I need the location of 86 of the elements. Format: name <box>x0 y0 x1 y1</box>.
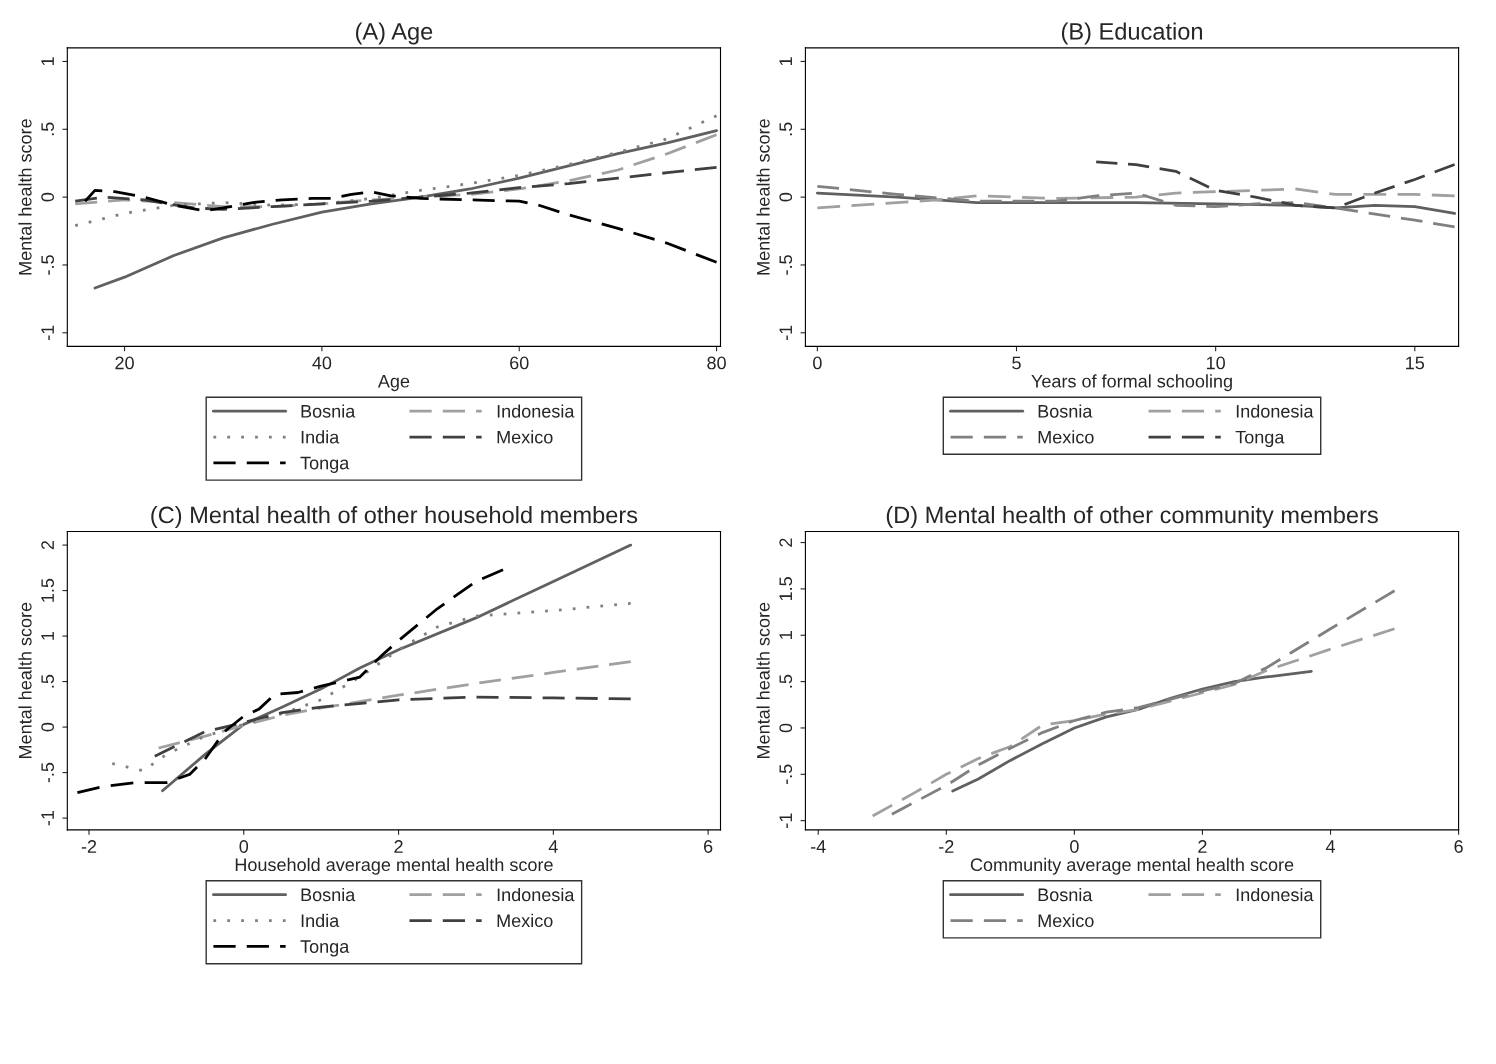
x-axis-title: Household average mental health score <box>235 857 553 875</box>
y-tick-label: 1.5 <box>41 578 55 602</box>
y-tick-label: -1 <box>41 325 54 341</box>
y-tick-label: -.5 <box>779 255 793 275</box>
y-tick-label: 1 <box>779 57 792 66</box>
line-series <box>153 695 633 758</box>
x-tick-label: 0 <box>813 356 822 370</box>
x-tick-label: 80 <box>707 356 726 370</box>
y-tick-label: 0 <box>41 722 55 732</box>
x-tick-label: 6 <box>1454 840 1463 853</box>
line-series <box>93 129 718 290</box>
line-series <box>157 660 633 750</box>
x-axis-title: Community average mental health score <box>970 857 1294 875</box>
x-tick-label: -2 <box>81 840 97 853</box>
legend-label: Bosnia <box>1038 887 1093 902</box>
x-tick-label: 6 <box>704 840 713 853</box>
legend-label: Indonesia <box>1236 404 1314 418</box>
legend-label: Tonga <box>300 940 350 957</box>
line-series <box>1094 160 1457 210</box>
line-series <box>110 601 633 773</box>
line-series <box>815 187 1457 210</box>
y-tick-label: 1 <box>41 57 54 66</box>
x-tick-label: 0 <box>1070 840 1079 853</box>
y-tick-label: 2 <box>41 540 54 550</box>
legend-label: Bosnia <box>301 887 356 902</box>
x-tick-label: 60 <box>510 356 529 370</box>
x-tick-label: -4 <box>811 840 826 853</box>
legend-label: Bosnia <box>1038 404 1093 418</box>
x-tick-label: 0 <box>239 840 249 853</box>
y-axis-title: Mental health score <box>18 602 32 758</box>
legend-label: India <box>301 430 340 444</box>
legend-label: Tonga <box>1235 430 1285 448</box>
y-tick-label: 0 <box>779 192 793 202</box>
legend-label: Indonesia <box>497 404 575 418</box>
x-tick-label: -2 <box>939 840 954 853</box>
y-tick-label: .5 <box>779 674 793 688</box>
y-tick-label: 1 <box>779 631 792 639</box>
chart-title: (A) Age <box>356 22 433 45</box>
y-tick-label: -1 <box>779 325 792 341</box>
x-axis-title: Age <box>377 374 410 392</box>
line-series <box>73 165 718 211</box>
line-series <box>83 188 718 264</box>
legend-label: Mexico <box>1038 430 1094 444</box>
legend-label: Indonesia <box>1236 887 1314 902</box>
y-axis-title: Mental health score <box>18 119 32 275</box>
line-series <box>75 568 505 794</box>
line-series <box>890 589 1396 816</box>
line-series <box>815 184 1457 229</box>
chart-title: (B) Education <box>1061 22 1202 45</box>
y-tick-label: -.5 <box>779 764 793 785</box>
y-tick-label: 1.5 <box>779 577 793 601</box>
y-tick-label: -1 <box>41 810 54 826</box>
y-tick-label: .5 <box>779 122 793 136</box>
legend-label: Mexico <box>497 430 553 444</box>
legend-label: Bosnia <box>301 404 356 418</box>
legend-label: Indonesia <box>497 887 575 902</box>
x-tick-label: 4 <box>1325 840 1336 853</box>
x-axis-title: Years of formal schooling <box>1031 374 1232 392</box>
x-tick-label: 4 <box>548 840 558 853</box>
y-axis-title: Mental health score <box>756 602 770 758</box>
y-tick-label: 0 <box>779 723 793 733</box>
line-series <box>73 133 718 209</box>
y-tick-label: 1 <box>41 631 54 640</box>
y-tick-label: -.5 <box>41 255 55 275</box>
x-tick-label: 5 <box>1012 356 1021 370</box>
y-tick-label: 2 <box>779 538 792 547</box>
x-tick-label: 20 <box>115 356 134 370</box>
x-tick-label: 2 <box>394 840 403 853</box>
legend-label: India <box>301 913 340 928</box>
y-tick-label: -1 <box>779 813 792 828</box>
legend-label: Mexico <box>497 913 553 928</box>
line-series <box>73 114 718 228</box>
x-tick-label: 10 <box>1206 356 1225 370</box>
x-tick-label: 15 <box>1406 356 1425 370</box>
x-tick-label: 40 <box>312 356 332 370</box>
y-tick-label: .5 <box>41 122 55 136</box>
chart-title: (D) Mental health of other community members <box>886 505 1378 528</box>
y-tick-label: -.5 <box>41 762 55 783</box>
chart-title: (C) Mental health of other household members <box>151 505 638 528</box>
y-axis-title: Mental health score <box>756 119 770 275</box>
legend-label: Mexico <box>1038 913 1094 928</box>
line-series <box>871 627 1396 818</box>
x-tick-label: 2 <box>1198 840 1207 853</box>
y-tick-label: .5 <box>41 674 55 688</box>
legend-label: Tonga <box>300 456 350 473</box>
y-tick-label: 0 <box>41 192 55 202</box>
